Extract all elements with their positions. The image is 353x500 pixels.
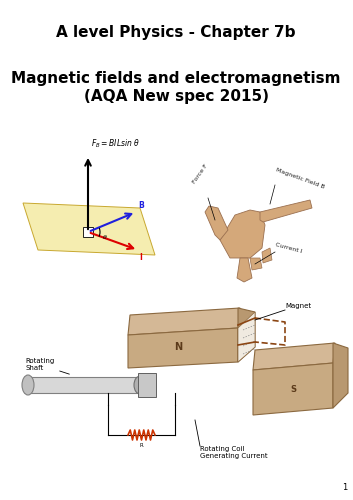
Text: B: B [138, 201, 144, 210]
Ellipse shape [22, 375, 34, 395]
Polygon shape [250, 258, 262, 270]
Text: $F_B = BILsin\ \theta$: $F_B = BILsin\ \theta$ [91, 138, 140, 150]
FancyBboxPatch shape [83, 227, 93, 237]
Polygon shape [260, 200, 312, 222]
Text: I: I [139, 253, 142, 262]
Polygon shape [253, 363, 333, 415]
Text: 1: 1 [342, 483, 347, 492]
Text: S: S [290, 386, 296, 394]
Polygon shape [253, 343, 335, 370]
Text: $\theta$: $\theta$ [102, 233, 108, 241]
Polygon shape [238, 308, 255, 362]
Ellipse shape [134, 376, 146, 394]
Polygon shape [128, 328, 238, 368]
Polygon shape [238, 312, 255, 362]
Text: Magnet: Magnet [285, 303, 311, 309]
Bar [138, 373, 156, 397]
Text: A level Physics - Chapter 7b: A level Physics - Chapter 7b [56, 24, 296, 40]
Text: Current I: Current I [275, 242, 303, 254]
Polygon shape [220, 210, 265, 258]
Text: Force F: Force F [192, 164, 209, 185]
Text: (AQA New spec 2015): (AQA New spec 2015) [84, 88, 269, 104]
Text: N: N [174, 342, 182, 352]
Polygon shape [205, 206, 228, 240]
Text: Magnetic fields and electromagnetism: Magnetic fields and electromagnetism [11, 70, 341, 86]
Text: Rotating
Shaft: Rotating Shaft [25, 358, 69, 374]
Polygon shape [262, 248, 272, 263]
Text: Rotating Coil
Generating Current: Rotating Coil Generating Current [200, 446, 268, 459]
Polygon shape [333, 343, 348, 408]
Polygon shape [23, 203, 155, 255]
Text: Magnetic Field B: Magnetic Field B [275, 167, 325, 189]
Polygon shape [128, 308, 240, 335]
Polygon shape [237, 258, 252, 282]
Bar [25, 377, 140, 393]
Text: R: R [139, 443, 143, 448]
